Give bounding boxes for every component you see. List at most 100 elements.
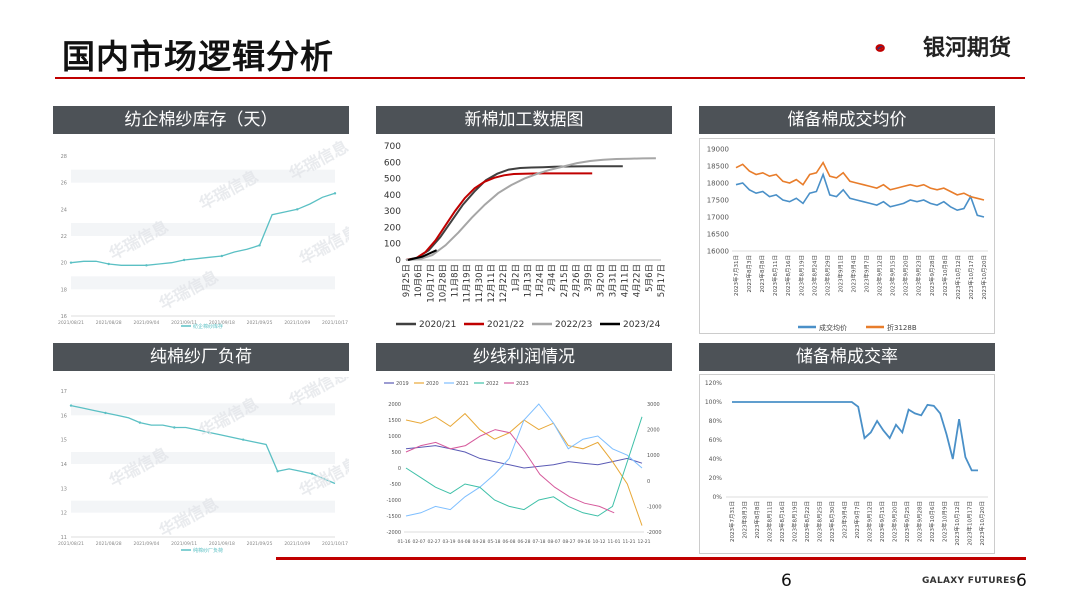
x-tick-label: 2023年8月19日 xyxy=(797,255,805,296)
x-tick-label: 2023年10月8日 xyxy=(941,255,949,296)
y-right-tick-label: 3000 xyxy=(647,402,660,408)
grid-band xyxy=(71,276,335,290)
y-tick-label: 16500 xyxy=(707,231,729,239)
x-tick-label: 12-21 xyxy=(637,539,650,545)
header-rule xyxy=(55,77,1025,79)
series-point xyxy=(104,411,107,415)
x-tick-label: 2023年10月17日 xyxy=(967,255,975,300)
y-tick-label: 20 xyxy=(61,261,67,267)
series-point xyxy=(107,262,110,266)
grid-band xyxy=(71,403,335,416)
series-point xyxy=(138,421,142,424)
x-tick-label: 05-18 xyxy=(487,539,500,545)
x-tick-label: 06-08 xyxy=(502,539,515,545)
series-line-2023 xyxy=(405,429,615,514)
galaxy-futures-logo-icon xyxy=(875,44,885,52)
series-line-2021 xyxy=(405,403,643,517)
y-tick-label: 100% xyxy=(705,399,722,406)
x-tick-label: 2023年8月3日 xyxy=(745,255,753,293)
y-tick-label: 500 xyxy=(384,175,401,185)
x-tick-label: 2021/09/04 xyxy=(133,541,159,547)
panel-title-new-cotton: 新棉加工数据图 xyxy=(376,106,672,134)
y-left-tick-label: -1500 xyxy=(386,514,401,520)
y-left-tick-label: 2000 xyxy=(388,402,401,408)
x-tick-label: 2023年8月8日 xyxy=(758,255,766,293)
x-tick-label: 04-28 xyxy=(472,539,485,545)
y-tick-label: 18500 xyxy=(707,163,729,171)
x-tick-label: 1月2日 xyxy=(511,264,521,292)
series-point xyxy=(182,258,186,262)
x-tick-label: 2023年9月23日 xyxy=(915,255,923,296)
series-point xyxy=(276,470,279,473)
x-tick-label: 2021/10/09 xyxy=(284,541,310,547)
x-tick-label: 2021/09/25 xyxy=(247,320,273,326)
watermark-text: 华瑞信息 xyxy=(196,394,261,441)
x-tick-label: 2023年9月28日 xyxy=(928,255,936,296)
panel-title-yarn-profit: 纱线利润情况 xyxy=(376,343,672,371)
x-tick-label: 2023年10月6日 xyxy=(928,501,936,542)
x-tick-label: 09-16 xyxy=(577,539,590,545)
x-tick-label: 2021/10/09 xyxy=(284,320,310,326)
y-tick-label: 60% xyxy=(709,437,723,444)
legend-label: 2021/22 xyxy=(487,320,524,330)
x-tick-label: 2023年9月7日 xyxy=(863,255,871,293)
y-left-tick-label: -1000 xyxy=(386,498,401,504)
x-tick-label: 07-18 xyxy=(532,539,545,545)
panel-title-yarn-inventory: 纺企棉纱库存（天） xyxy=(53,106,349,134)
legend-label: 2022/23 xyxy=(555,320,592,330)
x-tick-label: 2023年8月19日 xyxy=(791,501,799,542)
y-right-tick-label: 2000 xyxy=(647,428,660,434)
y-tick-label: 40% xyxy=(709,456,723,463)
y-tick-label: 16000 xyxy=(707,248,729,256)
series-line-折3128B xyxy=(735,160,985,201)
page-title: 国内市场逻辑分析 xyxy=(62,37,334,76)
x-tick-label: 12月22日 xyxy=(499,264,509,303)
legend-label: 纺企棉纱库存 xyxy=(193,323,223,330)
y-tick-label: 80% xyxy=(709,418,723,425)
x-tick-label: 2023年10月20日 xyxy=(978,501,986,546)
y-tick-label: 26 xyxy=(61,181,67,187)
x-tick-label: 4月11日 xyxy=(621,264,631,297)
y-left-tick-label: 0 xyxy=(398,466,401,472)
y-tick-label: 400 xyxy=(384,191,401,201)
series-line-2021/22 xyxy=(405,172,593,261)
x-tick-label: 2023年8月29日 xyxy=(823,255,831,296)
y-tick-label: 700 xyxy=(384,142,401,152)
panel-title-reserve-rate: 储备棉成交率 xyxy=(699,343,995,371)
x-tick-label: 01-16 xyxy=(397,539,410,545)
y-tick-label: 18000 xyxy=(707,180,729,188)
y-tick-label: 100 xyxy=(384,240,401,250)
series-line-2019 xyxy=(405,445,643,469)
legend-label: 2021 xyxy=(456,381,469,387)
x-tick-label: 2023年8月30日 xyxy=(828,501,836,542)
panel-title-yarn-load: 纯棉纱厂负荷 xyxy=(53,343,349,371)
series-point xyxy=(310,472,314,475)
x-tick-label: 10-12 xyxy=(592,539,605,545)
y-left-tick-label: -2000 xyxy=(386,530,401,536)
y-right-tick-label: -2000 xyxy=(647,530,662,536)
legend-label: 2020/21 xyxy=(419,320,456,330)
x-tick-label: 2023年9月15日 xyxy=(878,501,886,542)
grid-band xyxy=(71,223,335,236)
y-tick-label: 22 xyxy=(61,234,67,240)
series-point xyxy=(69,261,73,264)
x-tick-label: 08-07 xyxy=(547,539,560,545)
x-tick-label: 2023年8月11日 xyxy=(766,501,774,542)
series-line-2022 xyxy=(405,416,643,517)
y-tick-label: 19000 xyxy=(707,146,729,154)
legend-label: 2019 xyxy=(396,381,409,387)
y-tick-label: 18 xyxy=(61,287,67,293)
x-tick-label: 2023年10月20日 xyxy=(980,255,988,300)
x-tick-label: 04-08 xyxy=(457,539,470,545)
chart-yarn-inventory: 16 18 20 22 24 26 28 2021/08/21 2021/08/28 2021/0… xyxy=(53,140,349,330)
x-tick-label: 2023年8月24日 xyxy=(810,255,818,296)
series-line xyxy=(70,192,336,266)
logo-text: 银河期货 xyxy=(923,36,1012,61)
x-tick-label: 2023年8月25日 xyxy=(816,501,824,542)
series-line-2020/21 xyxy=(405,165,623,261)
chart-yarn-load: 11 12 13 14 15 16 17 2021/08/21 2021/08/28 2021/0… xyxy=(53,377,349,557)
x-tick-label: 12月11日 xyxy=(487,264,497,303)
x-tick-label: 03-19 xyxy=(442,539,455,545)
x-tick-label: 2021/08/28 xyxy=(96,320,122,326)
x-tick-label: 10月17日 xyxy=(426,264,436,303)
